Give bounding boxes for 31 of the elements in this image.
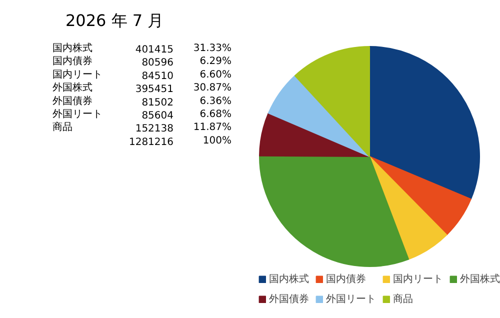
text: 81502 (142, 97, 174, 108)
category-label: 外国株式 (52, 82, 92, 94)
text: 31.33% (193, 43, 232, 54)
legend-label: 外国株式 (460, 272, 500, 286)
text: 395451 (135, 84, 174, 96)
text: 6.68% (200, 109, 232, 120)
category-label: 外国リート (52, 109, 102, 120)
text: 11.87% (193, 122, 232, 134)
text: 6.36% (200, 96, 232, 107)
legend-label: 外国債券 (269, 292, 309, 306)
text: 100% (202, 135, 232, 146)
legend-label: 国内リート (393, 272, 443, 286)
category-label: 商品 (52, 122, 72, 134)
text: 80596 (142, 58, 174, 69)
category-label: 国内リート (52, 69, 102, 80)
text: 85604 (142, 110, 174, 122)
text: 152138 (135, 124, 174, 135)
text: 2026 年 7 月 (66, 11, 164, 30)
text: 6.29% (200, 56, 232, 68)
text: 1281216 (128, 136, 174, 148)
legend-label: 国内株式 (269, 272, 309, 286)
text: 30.87% (193, 82, 232, 94)
legend-label: 商品 (393, 292, 413, 306)
category-label: 国内債券 (52, 56, 92, 68)
category-label: 国内株式 (52, 43, 92, 54)
legend-label: 国内債券 (326, 272, 366, 286)
category-label: 外国債券 (52, 96, 92, 107)
text: 401415 (135, 44, 174, 56)
text: 6.60% (200, 69, 232, 80)
legend-label: 外国リート (326, 293, 376, 306)
text: 84510 (142, 70, 174, 82)
